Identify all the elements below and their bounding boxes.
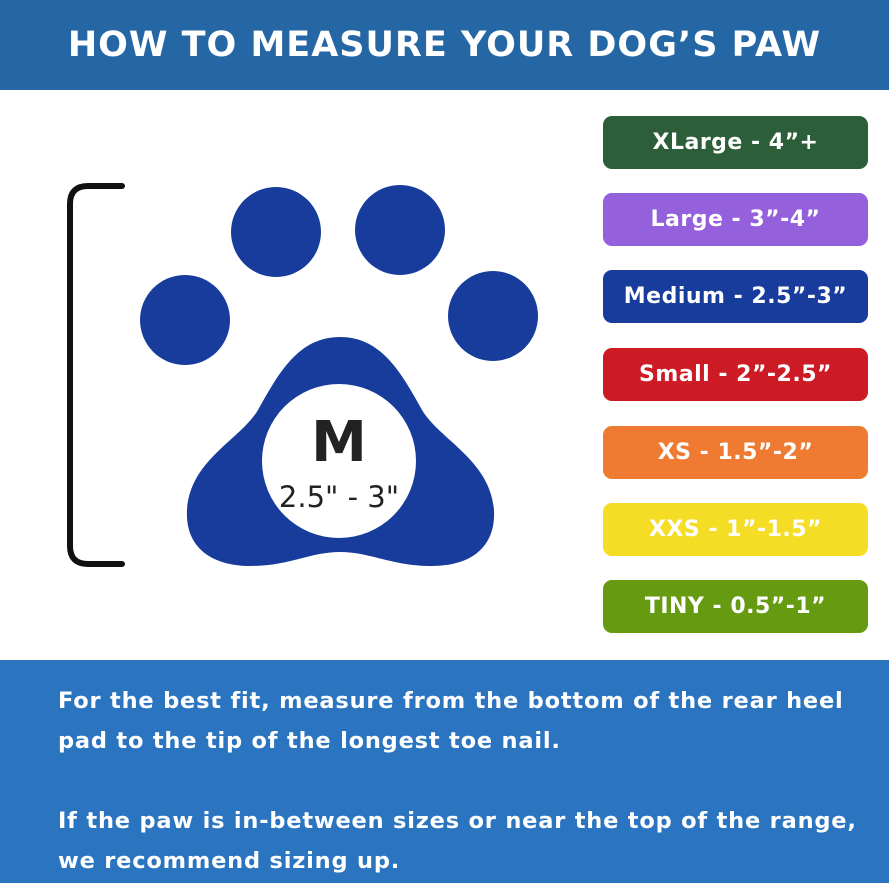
size-xs: XS - 1.5”-2” bbox=[603, 426, 868, 479]
sizing-tip: If the paw is in-between sizes or near t… bbox=[58, 808, 857, 874]
paw-diagram: M 2.5" - 3" bbox=[67, 183, 538, 567]
toe-pad bbox=[231, 187, 321, 277]
size-xlarge: XLarge - 4”+ bbox=[603, 116, 868, 169]
instructions-panel: For the best fit, measure from the botto… bbox=[0, 660, 889, 883]
size-xxs: XXS - 1”-1.5” bbox=[603, 503, 868, 556]
toe-pad bbox=[355, 185, 445, 275]
size-tiny: TINY - 0.5”-1” bbox=[603, 580, 868, 633]
size-medium: Medium - 2.5”-3” bbox=[603, 270, 868, 323]
header-banner: HOW TO MEASURE YOUR DOG’S PAW bbox=[0, 0, 889, 90]
size-letter: M bbox=[311, 410, 367, 475]
size-large: Large - 3”-4” bbox=[603, 193, 868, 246]
measure-instruction: For the best fit, measure from the botto… bbox=[58, 688, 844, 754]
measurement-bracket bbox=[67, 183, 125, 567]
toe-pad bbox=[448, 271, 538, 361]
page-title: HOW TO MEASURE YOUR DOG’S PAW bbox=[67, 25, 822, 65]
size-circle bbox=[262, 384, 416, 538]
size-range: 2.5" - 3" bbox=[279, 480, 399, 514]
size-small: Small - 2”-2.5” bbox=[603, 348, 868, 401]
toe-pad bbox=[140, 275, 230, 365]
